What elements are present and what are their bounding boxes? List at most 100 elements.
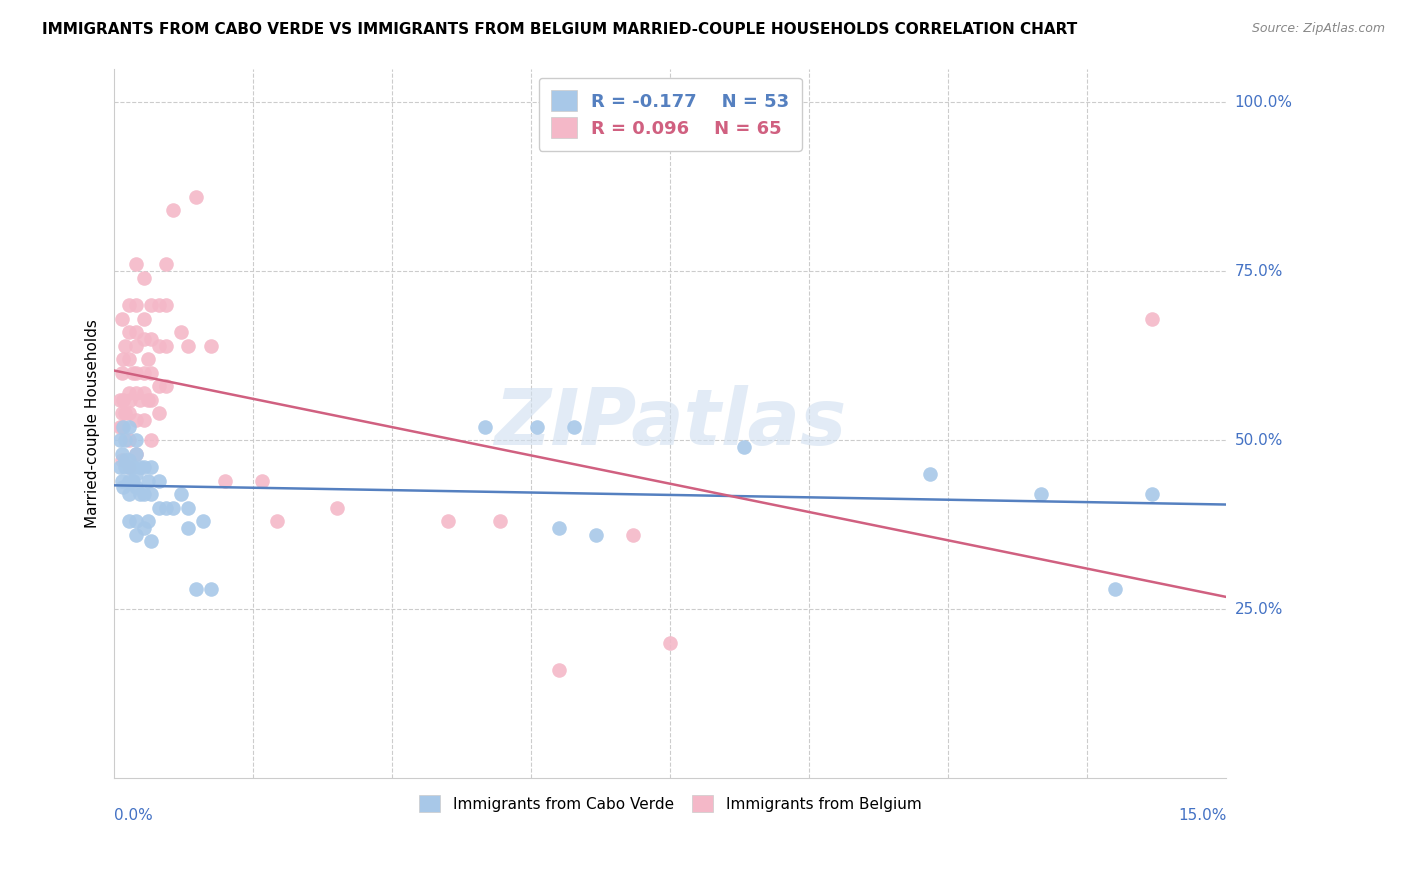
- Point: [1140, 487, 1163, 501]
- Point: [585, 527, 607, 541]
- Point: [141, 433, 163, 447]
- Point: [118, 352, 141, 367]
- Point: [266, 514, 288, 528]
- Point: [141, 460, 163, 475]
- Point: [118, 298, 141, 312]
- Point: [132, 521, 155, 535]
- Point: [132, 366, 155, 380]
- Point: [118, 460, 141, 475]
- Point: [132, 385, 155, 400]
- Text: 25.0%: 25.0%: [1234, 601, 1282, 616]
- Point: [118, 514, 141, 528]
- Point: [114, 453, 136, 467]
- Point: [132, 311, 155, 326]
- Point: [155, 298, 177, 312]
- Point: [252, 474, 274, 488]
- Point: [110, 447, 132, 461]
- Point: [110, 311, 132, 326]
- Point: [436, 514, 458, 528]
- Point: [621, 527, 644, 541]
- Point: [118, 460, 141, 475]
- Point: [132, 460, 155, 475]
- Point: [148, 379, 170, 393]
- Point: [125, 467, 148, 481]
- Point: [129, 460, 152, 475]
- Point: [121, 366, 143, 380]
- Point: [155, 257, 177, 271]
- Point: [141, 487, 163, 501]
- Point: [141, 534, 163, 549]
- Point: [118, 453, 141, 467]
- Point: [200, 582, 222, 596]
- Point: [141, 392, 163, 407]
- Point: [125, 433, 148, 447]
- Point: [121, 474, 143, 488]
- Point: [114, 433, 136, 447]
- Point: [733, 440, 755, 454]
- Point: [148, 406, 170, 420]
- Point: [141, 298, 163, 312]
- Point: [125, 325, 148, 339]
- Point: [136, 392, 159, 407]
- Point: [214, 474, 236, 488]
- Point: [125, 366, 148, 380]
- Point: [125, 338, 148, 352]
- Point: [141, 366, 163, 380]
- Text: 75.0%: 75.0%: [1234, 264, 1282, 278]
- Point: [125, 514, 148, 528]
- Point: [177, 338, 200, 352]
- Point: [125, 385, 148, 400]
- Point: [125, 447, 148, 461]
- Point: [121, 460, 143, 475]
- Text: 0.0%: 0.0%: [114, 808, 153, 823]
- Point: [1029, 487, 1052, 501]
- Point: [177, 521, 200, 535]
- Point: [112, 480, 135, 494]
- Point: [114, 406, 136, 420]
- Point: [141, 332, 163, 346]
- Point: [118, 487, 141, 501]
- Legend: Immigrants from Cabo Verde, Immigrants from Belgium: Immigrants from Cabo Verde, Immigrants f…: [412, 787, 929, 820]
- Point: [148, 500, 170, 515]
- Point: [125, 527, 148, 541]
- Point: [132, 413, 155, 427]
- Point: [110, 474, 132, 488]
- Point: [548, 521, 571, 535]
- Point: [118, 433, 141, 447]
- Text: ZIPatlas: ZIPatlas: [494, 385, 846, 461]
- Point: [184, 190, 207, 204]
- Point: [110, 419, 132, 434]
- Point: [136, 474, 159, 488]
- Point: [110, 406, 132, 420]
- Point: [170, 487, 193, 501]
- Point: [526, 419, 548, 434]
- Point: [162, 500, 184, 515]
- Point: [155, 338, 177, 352]
- Point: [155, 379, 177, 393]
- Point: [136, 514, 159, 528]
- Point: [120, 392, 142, 407]
- Point: [155, 500, 177, 515]
- Point: [112, 352, 135, 367]
- Point: [191, 514, 214, 528]
- Point: [148, 298, 170, 312]
- Point: [125, 480, 148, 494]
- Point: [118, 325, 141, 339]
- Point: [148, 474, 170, 488]
- Point: [118, 474, 141, 488]
- Point: [110, 453, 132, 467]
- Point: [170, 325, 193, 339]
- Point: [108, 460, 131, 475]
- Point: [125, 447, 148, 461]
- Point: [118, 406, 141, 420]
- Point: [325, 500, 347, 515]
- Text: 15.0%: 15.0%: [1178, 808, 1226, 823]
- Point: [184, 582, 207, 596]
- Point: [108, 419, 131, 434]
- Point: [108, 392, 131, 407]
- Point: [132, 332, 155, 346]
- Point: [118, 419, 141, 434]
- Point: [132, 271, 155, 285]
- Point: [129, 487, 152, 501]
- Text: IMMIGRANTS FROM CABO VERDE VS IMMIGRANTS FROM BELGIUM MARRIED-COUPLE HOUSEHOLDS : IMMIGRANTS FROM CABO VERDE VS IMMIGRANTS…: [42, 22, 1077, 37]
